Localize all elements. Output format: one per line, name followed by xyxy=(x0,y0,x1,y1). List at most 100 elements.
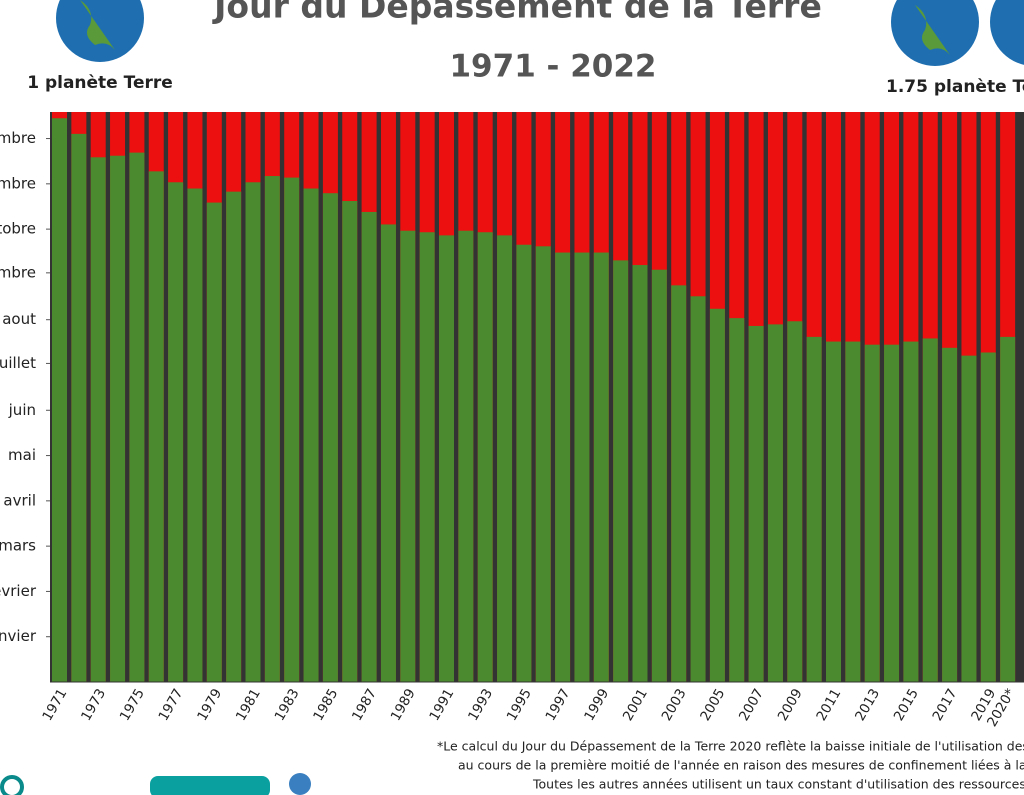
y-tick-label: février xyxy=(0,582,37,600)
bar xyxy=(787,321,803,682)
x-tick-label: 2015 xyxy=(891,686,922,724)
bar xyxy=(845,341,861,682)
bar xyxy=(980,352,996,682)
bar xyxy=(555,252,571,682)
bar xyxy=(903,341,919,682)
x-tick-label: 1989 xyxy=(388,686,419,724)
x-tick-label: 2003 xyxy=(659,686,690,724)
y-tick-label: octobre xyxy=(0,220,36,238)
x-tick-label: 2011 xyxy=(813,686,844,724)
bar xyxy=(613,260,629,682)
bar xyxy=(90,157,106,683)
bar xyxy=(206,202,222,682)
x-tick-label: 1973 xyxy=(78,686,109,724)
bar xyxy=(400,230,416,682)
bar xyxy=(671,285,687,682)
bar xyxy=(342,201,358,682)
x-tick-label: 1971 xyxy=(39,686,70,724)
bar xyxy=(458,230,474,682)
footnote: *Le calcul du Jour du Dépassement de la … xyxy=(437,739,1024,754)
y-tick-label: mars xyxy=(0,537,36,555)
x-tick-label: 1987 xyxy=(349,686,380,724)
bar xyxy=(942,347,958,682)
bar xyxy=(748,325,764,682)
bar xyxy=(264,176,280,682)
bar xyxy=(864,344,880,682)
bar xyxy=(632,265,648,682)
bar xyxy=(767,324,783,682)
bar xyxy=(439,235,454,682)
bar xyxy=(497,235,513,682)
y-tick-label: avril xyxy=(3,491,36,509)
bar xyxy=(593,252,609,682)
x-tick-label: 1981 xyxy=(233,686,264,724)
bar xyxy=(168,182,184,682)
annotation: 1 planète Terre xyxy=(27,73,173,93)
bar xyxy=(477,232,493,682)
x-tick-label: 1977 xyxy=(155,686,186,724)
bar xyxy=(52,118,67,682)
y-tick-label: juillet xyxy=(0,354,36,372)
bar xyxy=(148,171,164,682)
bar xyxy=(574,252,590,682)
footnote: au cours de la première moitié de l'anné… xyxy=(458,758,1024,773)
globe-land xyxy=(80,0,115,50)
bar xyxy=(516,244,532,682)
x-tick-label: 2001 xyxy=(620,686,651,724)
bar xyxy=(71,133,87,682)
bar xyxy=(806,336,822,682)
bar xyxy=(187,188,203,682)
bar xyxy=(961,355,977,682)
bar xyxy=(1000,336,1016,682)
x-tick-label: 1985 xyxy=(310,686,341,724)
x-tick-label: 1997 xyxy=(542,686,573,724)
bar xyxy=(129,152,145,683)
y-tick-label: novembre xyxy=(0,174,36,192)
bar xyxy=(922,338,938,682)
x-tick-label: 1993 xyxy=(465,686,496,724)
y-tick-label: décembre xyxy=(0,129,36,147)
x-tick-label: 1979 xyxy=(194,686,225,724)
logo-mark xyxy=(150,776,270,795)
globe-icon xyxy=(891,0,979,66)
bar xyxy=(226,191,242,682)
y-tick-label: mai xyxy=(8,446,36,464)
x-tick-label: 1995 xyxy=(504,686,535,724)
bar xyxy=(535,246,551,682)
y-tick-label: septembre xyxy=(0,263,36,281)
bar xyxy=(303,188,319,682)
x-tick-label: 2017 xyxy=(929,686,960,724)
bar xyxy=(110,155,126,683)
bar xyxy=(690,296,706,682)
bar xyxy=(380,224,396,682)
chart-subtitle: 1971 - 2022 xyxy=(449,49,656,85)
y-tick-label: aout xyxy=(2,310,36,328)
x-tick-label: 1999 xyxy=(581,686,612,724)
logo-mark xyxy=(289,773,311,795)
x-tick-label: 1983 xyxy=(272,686,303,724)
y-tick-label: janvier xyxy=(0,627,37,645)
bar xyxy=(729,318,745,682)
x-tick-label: 1991 xyxy=(426,686,457,724)
bar xyxy=(826,341,841,682)
y-tick-label: juin xyxy=(8,401,36,419)
bar xyxy=(651,269,667,682)
bar xyxy=(361,211,377,683)
footnote: Toutes les autres années utilisent un ta… xyxy=(532,777,1024,792)
bar xyxy=(419,232,435,682)
annotation: 1.75 planète Terre xyxy=(886,77,1024,97)
bar xyxy=(284,177,300,682)
x-tick-label: 1975 xyxy=(117,686,148,724)
x-tick-label: 2005 xyxy=(697,686,728,724)
x-tick-label: 2013 xyxy=(852,686,883,724)
chart-title: Jour du Dépassement de la Terre xyxy=(212,0,822,26)
bar xyxy=(884,344,900,682)
bar xyxy=(322,193,338,682)
x-tick-label: 2007 xyxy=(736,686,767,724)
x-tick-label: 2009 xyxy=(775,686,806,724)
logo-mark xyxy=(0,775,24,795)
bar xyxy=(709,308,725,682)
globe-land xyxy=(915,5,950,55)
